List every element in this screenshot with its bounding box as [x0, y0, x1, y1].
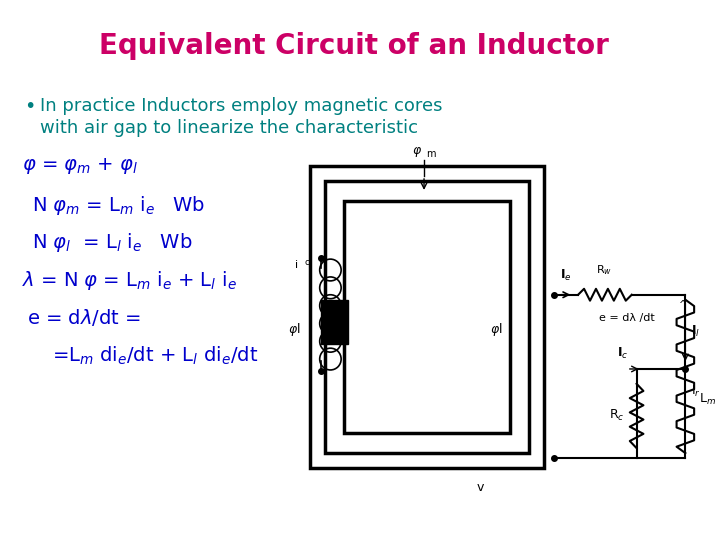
Text: with air gap to linearize the characteristic: with air gap to linearize the characteri… — [40, 119, 418, 137]
Text: R$_c$: R$_c$ — [609, 408, 625, 423]
Text: $\lambda$ = N $\varphi$ = L$_m$ i$_e$ + L$_l$ i$_e$: $\lambda$ = N $\varphi$ = L$_m$ i$_e$ + … — [22, 269, 237, 292]
Text: =L$_m$ di$_e$/dt + L$_l$ di$_e$/dt: =L$_m$ di$_e$/dt + L$_l$ di$_e$/dt — [52, 344, 258, 367]
Text: N $\varphi$$_l$  = L$_l$ i$_e$   Wb: N $\varphi$$_l$ = L$_l$ i$_e$ Wb — [32, 232, 192, 254]
Text: I$_e$: I$_e$ — [559, 268, 571, 283]
Bar — [320, 300, 348, 344]
Text: Equivalent Circuit of an Inductor: Equivalent Circuit of an Inductor — [99, 32, 608, 60]
Text: c: c — [304, 258, 309, 267]
Text: i: i — [295, 260, 298, 270]
Text: R$_w$: R$_w$ — [596, 263, 613, 277]
Text: I$_r$: I$_r$ — [691, 384, 701, 399]
Text: $\varphi$l: $\varphi$l — [490, 321, 503, 338]
Text: I$_c$: I$_c$ — [617, 346, 629, 361]
Text: N $\varphi$$_m$ = L$_m$ i$_e$   Wb: N $\varphi$$_m$ = L$_m$ i$_e$ Wb — [32, 194, 205, 217]
Text: I$_l$: I$_l$ — [691, 324, 701, 339]
Text: $\varphi$l: $\varphi$l — [287, 321, 300, 338]
Text: e = d$\lambda$/dt =: e = d$\lambda$/dt = — [27, 307, 141, 328]
Bar — [325, 181, 529, 453]
Text: ^: ^ — [680, 300, 688, 310]
Bar — [344, 201, 510, 433]
Bar — [310, 166, 544, 468]
Text: e = dλ /dt: e = dλ /dt — [599, 313, 654, 322]
Text: v: v — [477, 481, 485, 494]
Text: m: m — [426, 149, 436, 159]
Text: $\varphi$: $\varphi$ — [412, 145, 422, 159]
Text: $\varphi$ = $\varphi$$_m$ + $\varphi$$_l$: $\varphi$ = $\varphi$$_m$ + $\varphi$$_l… — [22, 156, 138, 176]
Text: In practice Inductors employ magnetic cores: In practice Inductors employ magnetic co… — [40, 97, 442, 115]
Text: •: • — [24, 97, 35, 116]
Text: L$_m$: L$_m$ — [699, 392, 716, 407]
